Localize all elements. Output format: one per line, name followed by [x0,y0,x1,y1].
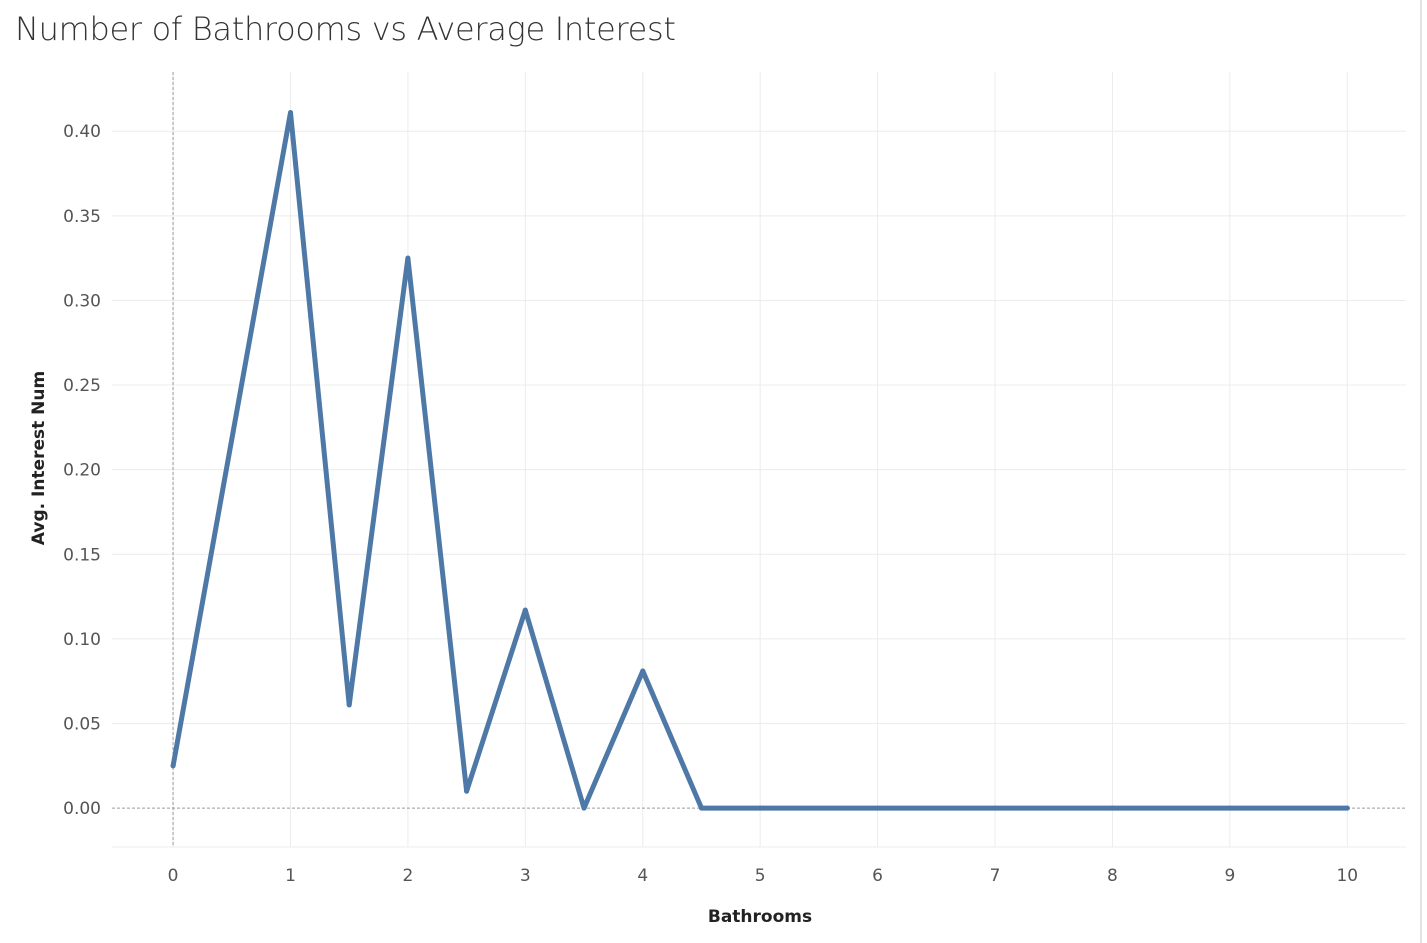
x-tick-label: 9 [1224,866,1235,886]
y-axis-title: Avg. Interest Num [29,371,49,545]
y-tick-label: 0.00 [63,799,101,819]
x-tick-label: 8 [1107,866,1118,886]
x-tick-label: 7 [990,866,1001,886]
x-tick-label: 10 [1336,866,1358,886]
data-point [1227,805,1233,811]
y-tick-label: 0.05 [63,714,101,734]
y-axis-ticks: 0.00 0.05 0.10 0.15 0.20 0.25 0.30 0.35 0.40 [63,122,101,819]
data-point [992,805,998,811]
y-tick-label: 0.30 [63,291,101,311]
x-tick-label: 1 [285,866,296,886]
x-axis-title: Bathrooms [708,907,812,927]
data-point [405,255,411,261]
x-axis-ticks: 0 1 2 3 4 5 6 7 8 9 10 [168,866,1358,886]
data-point [288,110,293,116]
right-divider [1420,0,1422,943]
x-tick-label: 6 [872,866,883,886]
zero-reference-lines [112,72,1406,847]
data-point [346,702,352,708]
x-tick-label: 0 [168,866,179,886]
data-point [640,668,646,674]
y-tick-label: 0.10 [63,630,101,650]
data-point [875,805,881,811]
data-point [464,788,470,794]
data-point [1109,805,1115,811]
x-tick-label: 3 [520,866,531,886]
data-point [699,805,704,811]
y-tick-label: 0.40 [63,122,101,142]
y-tick-label: 0.35 [63,207,101,227]
chart-title: Number of Bathrooms vs Average Interest [15,10,676,48]
data-point [757,805,763,811]
y-tick-label: 0.25 [63,376,101,396]
x-tick-label: 2 [402,866,413,886]
x-tick-label: 4 [637,866,648,886]
grid-lines [112,72,1406,848]
series-layer [170,110,1350,811]
x-tick-label: 5 [755,866,766,886]
y-tick-label: 0.20 [63,461,101,481]
data-point [581,805,587,811]
data-point [170,763,176,769]
y-tick-label: 0.15 [63,545,101,565]
data-point [522,607,528,613]
data-point [1344,805,1350,811]
